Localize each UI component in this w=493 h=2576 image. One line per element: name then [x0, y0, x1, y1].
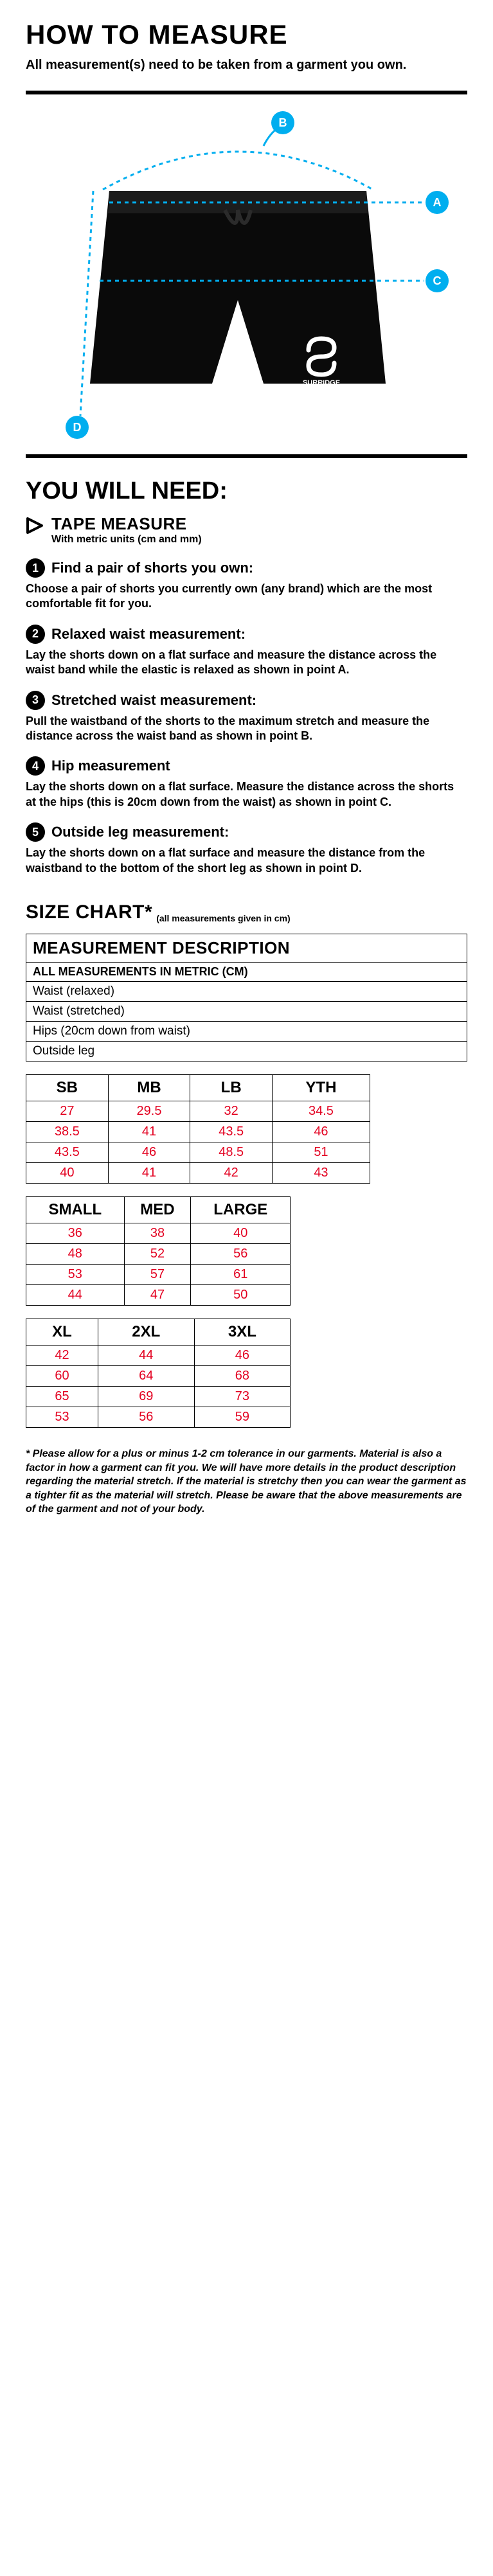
- marker-b: B: [279, 116, 287, 129]
- step-number: 4: [26, 756, 45, 776]
- tape-measure-title: TAPE MEASURE: [51, 514, 202, 534]
- size-col-header: YTH: [273, 1074, 370, 1101]
- size-cell: 48.5: [190, 1142, 273, 1162]
- size-cell: 44: [98, 1345, 194, 1365]
- marker-c: C: [433, 274, 442, 287]
- desc-row: Hips (20cm down from waist): [26, 1021, 467, 1041]
- step-title: Find a pair of shorts you own:: [51, 560, 253, 576]
- step-title: Hip measurement: [51, 758, 170, 774]
- desc-row: Outside leg: [26, 1041, 467, 1061]
- size-cell: 57: [124, 1264, 191, 1284]
- step-number: 5: [26, 822, 45, 842]
- size-table: SBMBLBYTH2729.53234.538.54143.54643.5464…: [26, 1074, 370, 1184]
- step-body: Lay the shorts down on a flat surface an…: [26, 648, 467, 678]
- step-body: Lay the shorts down on a flat surface. M…: [26, 779, 467, 810]
- size-col-header: SB: [26, 1074, 109, 1101]
- desc-heading: MEASUREMENT DESCRIPTION: [26, 934, 467, 962]
- size-col-header: LB: [190, 1074, 273, 1101]
- page-title: HOW TO MEASURE: [26, 19, 467, 50]
- size-cell: 38.5: [26, 1121, 109, 1142]
- measurement-step: 4 Hip measurement Lay the shorts down on a…: [26, 756, 467, 810]
- size-col-header: LARGE: [191, 1196, 291, 1223]
- marker-a: A: [433, 196, 442, 209]
- size-cell: 38: [124, 1223, 191, 1243]
- size-cell: 43.5: [190, 1121, 273, 1142]
- size-cell: 43: [273, 1162, 370, 1183]
- desc-row: Waist (relaxed): [26, 981, 467, 1001]
- step-number: 2: [26, 625, 45, 644]
- step-title: Relaxed waist measurement:: [51, 626, 246, 643]
- intro-text: All measurement(s) need to be taken from…: [26, 58, 467, 85]
- size-cell: 46: [273, 1121, 370, 1142]
- size-col-header: 2XL: [98, 1319, 194, 1345]
- size-cell: 40: [191, 1223, 291, 1243]
- size-cell: 65: [26, 1386, 98, 1407]
- size-cell: 56: [191, 1243, 291, 1264]
- size-cell: 56: [98, 1407, 194, 1427]
- size-cell: 41: [108, 1121, 190, 1142]
- size-cell: 42: [26, 1345, 98, 1365]
- size-cell: 73: [194, 1386, 291, 1407]
- size-table: XL2XL3XL 424446 606468 656973 535659: [26, 1319, 291, 1428]
- size-cell: 44: [26, 1284, 125, 1305]
- step-body: Choose a pair of shorts you currently ow…: [26, 582, 467, 612]
- size-cell: 53: [26, 1264, 125, 1284]
- size-cell: 48: [26, 1243, 125, 1264]
- size-col-header: XL: [26, 1319, 98, 1345]
- size-col-header: MB: [108, 1074, 190, 1101]
- size-cell: 69: [98, 1386, 194, 1407]
- size-table: SMALLMEDLARGE 363840 485256 535761 444750: [26, 1196, 291, 1306]
- size-cell: 32: [190, 1101, 273, 1121]
- size-cell: 68: [194, 1365, 291, 1386]
- svg-text:SURRIDGE: SURRIDGE: [303, 379, 340, 387]
- measurement-description-table: MEASUREMENT DESCRIPTION ALL MEASUREMENTS…: [26, 934, 467, 1061]
- size-cell: 29.5: [108, 1101, 190, 1121]
- disclaimer: * Please allow for a plus or minus 1-2 c…: [26, 1447, 467, 1516]
- size-cell: 46: [194, 1345, 291, 1365]
- step-number: 3: [26, 691, 45, 710]
- size-col-header: MED: [124, 1196, 191, 1223]
- size-cell: 51: [273, 1142, 370, 1162]
- step-body: Pull the waistband of the shorts to the …: [26, 714, 467, 744]
- size-cell: 42: [190, 1162, 273, 1183]
- you-will-need-heading: YOU WILL NEED:: [26, 477, 467, 505]
- size-chart-title: SIZE CHART*: [26, 902, 152, 923]
- measurement-step: 1 Find a pair of shorts you own: Choose a …: [26, 558, 467, 612]
- size-cell: 64: [98, 1365, 194, 1386]
- size-cell: 43.5: [26, 1142, 109, 1162]
- measurement-step: 3 Stretched waist measurement: Pull the wa…: [26, 691, 467, 744]
- size-cell: 34.5: [273, 1101, 370, 1121]
- size-cell: 40: [26, 1162, 109, 1183]
- size-cell: 46: [108, 1142, 190, 1162]
- size-cell: 61: [191, 1264, 291, 1284]
- step-body: Lay the shorts down on a flat surface an…: [26, 846, 467, 876]
- measurement-step: 2 Relaxed waist measurement: Lay the short…: [26, 625, 467, 678]
- measurement-diagram: SURRIDGE A B C D: [26, 107, 467, 441]
- marker-d: D: [73, 421, 82, 434]
- size-cell: 41: [108, 1162, 190, 1183]
- size-cell: 59: [194, 1407, 291, 1427]
- step-title: Outside leg measurement:: [51, 824, 229, 840]
- desc-sub: ALL MEASUREMENTS IN METRIC (CM): [26, 962, 467, 981]
- size-cell: 47: [124, 1284, 191, 1305]
- size-chart-note: (all measurements given in cm): [156, 913, 291, 923]
- step-title: Stretched waist measurement:: [51, 692, 256, 709]
- desc-row: Waist (stretched): [26, 1001, 467, 1021]
- measurement-step: 5 Outside leg measurement: Lay the shorts …: [26, 822, 467, 876]
- step-number: 1: [26, 558, 45, 578]
- size-cell: 50: [191, 1284, 291, 1305]
- size-cell: 27: [26, 1101, 109, 1121]
- play-icon: [26, 517, 44, 535]
- tape-measure-sub: With metric units (cm and mm): [51, 534, 202, 546]
- size-cell: 60: [26, 1365, 98, 1386]
- size-col-header: SMALL: [26, 1196, 125, 1223]
- size-cell: 53: [26, 1407, 98, 1427]
- size-col-header: 3XL: [194, 1319, 291, 1345]
- size-cell: 36: [26, 1223, 125, 1243]
- size-cell: 52: [124, 1243, 191, 1264]
